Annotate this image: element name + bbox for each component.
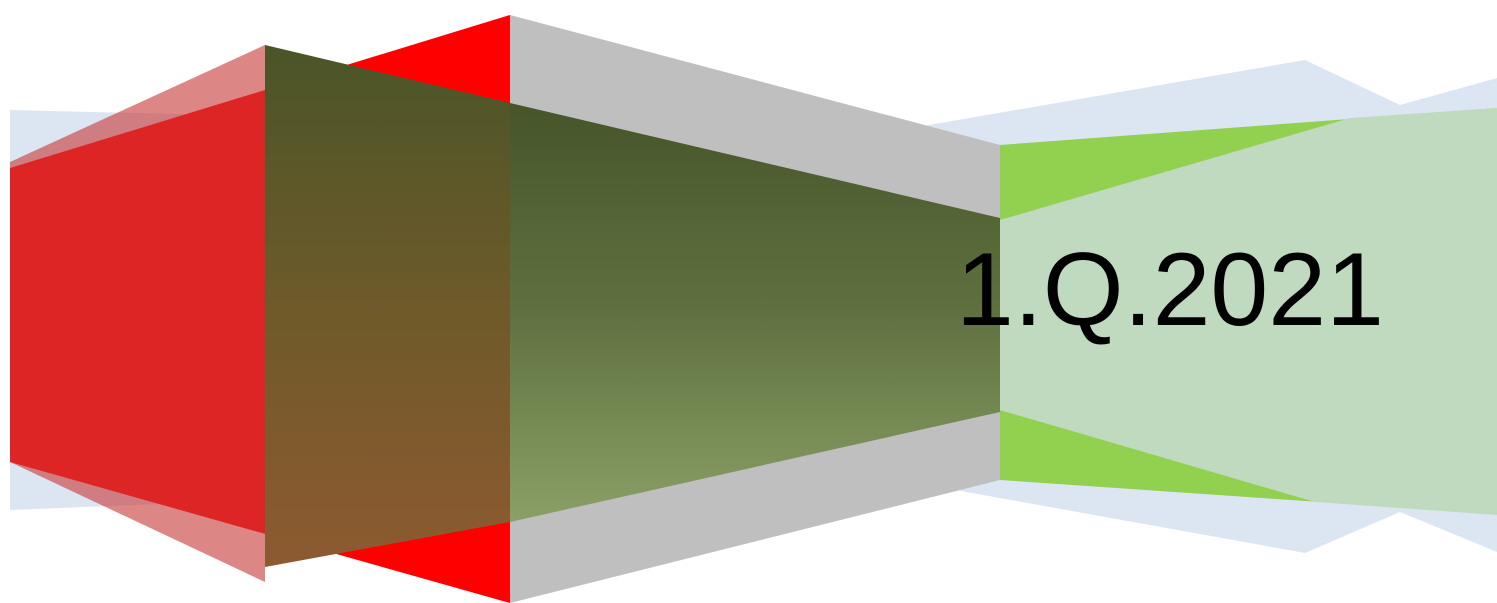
light-green-panel (1000, 108, 1497, 515)
cover-title: 1.Q.2021 (956, 232, 1384, 348)
translucent-red (10, 45, 265, 582)
olive-left (265, 45, 510, 567)
olive-band (510, 103, 1000, 522)
